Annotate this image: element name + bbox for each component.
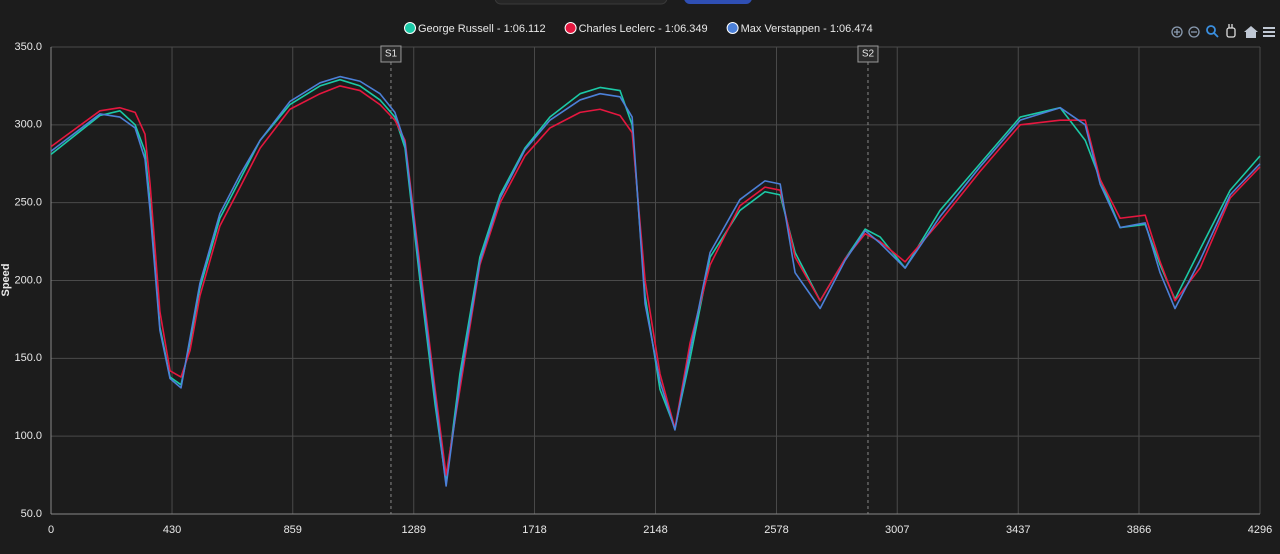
x-tick-label: 1289 — [402, 524, 426, 536]
reset-button[interactable] — [1244, 26, 1258, 38]
legend-marker — [564, 22, 577, 34]
legend-label: Max Verstappen - 1:06.474 — [741, 23, 873, 35]
sector-box — [380, 45, 402, 63]
series-line — [50, 85, 1261, 476]
series-line — [50, 78, 1261, 484]
y-tick-label: 200.0 — [14, 274, 42, 286]
top-button[interactable] — [494, 0, 668, 5]
legend-item[interactable]: Charles Leclerc - 1:06.349 — [564, 22, 708, 35]
sector-label: S1 — [385, 49, 398, 60]
x-tick-label: 430 — [163, 524, 181, 536]
y-tick-label: 250.0 — [14, 197, 42, 209]
y-tick-label: 150.0 — [14, 352, 42, 364]
legend-label: Charles Leclerc - 1:06.349 — [579, 23, 708, 35]
toolbar — [1171, 24, 1275, 38]
y-tick-label: 350.0 — [14, 41, 42, 53]
x-tick-label: 3866 — [1127, 524, 1151, 536]
x-tick-label: 2148 — [643, 524, 667, 536]
x-tick-label: 1718 — [522, 524, 546, 536]
pan-button[interactable] — [1226, 24, 1236, 38]
x-tick-label: 4296 — [1248, 524, 1272, 536]
legend-marker — [726, 22, 739, 34]
legend-marker — [404, 22, 416, 34]
legend-item[interactable]: George Russell - 1:06.112 — [404, 22, 546, 35]
menu-button[interactable] — [1263, 27, 1275, 37]
x-tick-label: 859 — [284, 524, 302, 536]
zoom-select-button[interactable] — [1206, 25, 1219, 38]
zoom-out-button[interactable] — [1188, 26, 1200, 38]
x-tick-label: 2578 — [764, 524, 788, 536]
legend-item[interactable]: Max Verstappen - 1:06.474 — [726, 22, 873, 35]
sector-label: S2 — [862, 49, 875, 60]
legend-label: George Russell - 1:06.112 — [418, 23, 546, 35]
series-line — [50, 75, 1261, 487]
y-tick-label: 100.0 — [14, 430, 42, 442]
x-tick-label: 3007 — [885, 524, 909, 536]
top-button[interactable] — [684, 0, 752, 4]
y-tick-label: 50.0 — [21, 508, 42, 520]
y-axis-label: Speed — [0, 263, 12, 296]
x-tick-label: 0 — [48, 524, 54, 536]
x-tick-label: 3437 — [1006, 524, 1030, 536]
sector-box — [857, 45, 879, 63]
y-tick-label: 300.0 — [14, 119, 42, 131]
zoom-in-button[interactable] — [1171, 26, 1183, 38]
